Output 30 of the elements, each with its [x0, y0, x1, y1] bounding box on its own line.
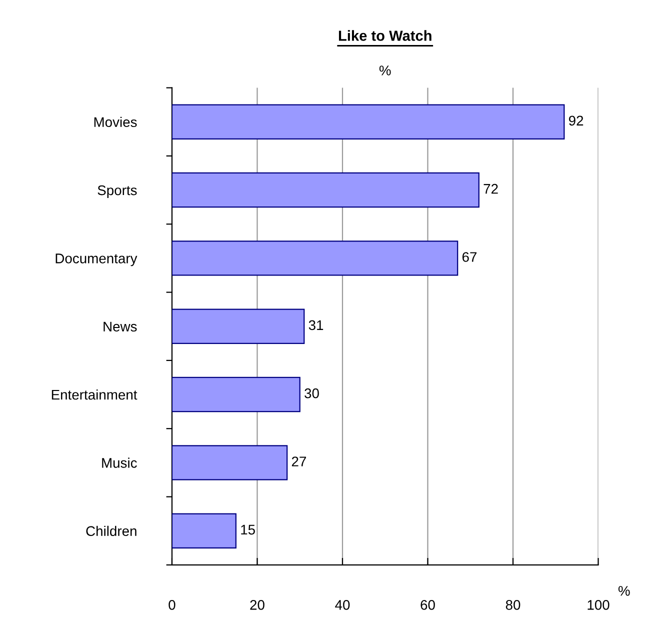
bar: [172, 445, 288, 480]
bar: [172, 240, 458, 276]
x-tick-label: 60: [420, 600, 435, 610]
bar: [172, 376, 300, 412]
x-axis-title: %: [618, 586, 630, 596]
data-label: 27: [292, 456, 306, 466]
chart-title: Like to Watch: [338, 30, 432, 41]
y-tick-label: Children: [86, 526, 136, 536]
data-label: 67: [462, 252, 477, 262]
bar: [172, 513, 236, 548]
bar: [172, 104, 565, 140]
y-tick-label: Music: [102, 458, 137, 468]
bar: [172, 308, 305, 344]
bar: [172, 172, 480, 208]
data-label: 92: [568, 116, 584, 126]
y-tick-label: Movies: [94, 116, 137, 128]
x-tick-label: 40: [335, 600, 350, 610]
y-tick-label: News: [104, 322, 137, 332]
x-tick-label: 100: [588, 600, 610, 610]
data-label: 31: [308, 320, 324, 330]
y-tick-label: Documentary: [56, 254, 138, 266]
x-tick-label: 20: [250, 600, 264, 610]
data-label: 30: [304, 388, 319, 398]
y-tick-label: Entertainment: [52, 389, 138, 400]
data-label: 15: [241, 524, 255, 535]
chart-subtitle: %: [379, 66, 391, 76]
data-label: 72: [484, 184, 498, 194]
x-tick-label: 80: [506, 600, 520, 610]
y-tick-label: Sports: [98, 185, 137, 198]
x-tick-label: 0: [168, 600, 176, 610]
